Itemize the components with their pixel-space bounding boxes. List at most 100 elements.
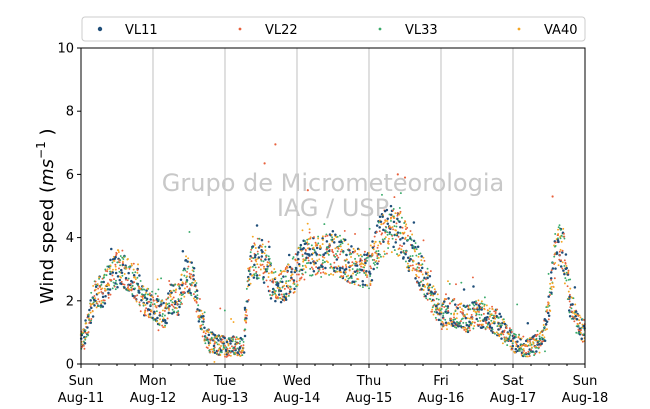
data-point [171,304,174,306]
data-point [431,286,434,289]
data-point [475,300,477,303]
data-point [287,279,290,282]
data-point [478,323,481,326]
data-point [459,306,462,309]
data-point [127,277,130,280]
data-point [255,260,258,263]
data-point [309,236,312,239]
data-point [376,257,379,260]
data-point [179,299,181,302]
data-point [155,310,158,313]
data-point [253,243,256,246]
data-point [111,274,114,277]
data-point [436,293,439,296]
data-point [374,251,377,254]
data-point [412,267,415,270]
data-point [170,290,172,293]
data-point [360,262,363,265]
data-point [297,273,300,276]
data-point [399,225,402,229]
data-point [384,229,387,232]
data-point [388,225,391,228]
data-point [481,323,484,326]
data-point [567,270,570,273]
data-point [166,297,169,300]
data-point [454,318,457,321]
data-point [215,353,218,356]
x-tick-date: Aug-14 [274,391,321,406]
data-point [122,283,124,286]
data-point [440,322,443,326]
data-point [237,338,240,340]
data-point [316,271,319,274]
data-point [323,223,326,226]
data-point [446,311,450,314]
data-point [213,333,217,337]
data-point [120,271,124,275]
data-point [423,276,426,280]
data-point [568,300,571,303]
data-point [574,303,577,306]
data-point [263,265,265,268]
data-point [220,345,222,347]
data-point [197,304,200,307]
data-point [254,247,257,249]
data-point [116,275,120,278]
y-axis-label-exponent: −1 [34,141,48,159]
data-point [353,283,356,286]
data-point [535,350,538,353]
data-point [370,267,373,270]
data-point [354,257,357,260]
data-point [520,337,523,340]
data-point [157,298,160,301]
data-point [326,250,328,253]
data-point [245,317,248,320]
data-point [234,347,237,350]
data-point [336,270,339,273]
data-point [194,299,197,301]
data-point [520,347,522,350]
data-point [546,328,548,331]
data-point [226,350,229,353]
data-point [464,316,468,320]
data-point [500,337,503,340]
data-point [391,237,394,240]
data-point [201,312,204,315]
x-tick-day: Fri [433,374,449,389]
data-point [167,311,171,315]
data-point [426,276,429,280]
data-point [460,324,462,327]
data-point [266,263,269,266]
data-point [161,309,164,312]
data-point [242,351,246,354]
x-tick-date: Aug-15 [346,391,393,406]
data-point [308,231,311,234]
data-point [248,270,251,273]
data-point [538,335,541,338]
legend-box [81,16,586,42]
data-point [301,229,304,232]
data-point [361,286,364,289]
data-point [313,263,316,266]
watermark-line-2: IAG / USP [277,194,389,222]
data-point [418,266,421,269]
data-point [568,293,571,296]
data-point [145,289,148,292]
data-point [489,323,492,326]
data-point [332,241,336,244]
data-point [183,267,186,271]
data-point [348,249,351,252]
data-point [291,278,294,281]
data-point [573,320,576,323]
y-tick-label: 0 [66,358,74,373]
data-point [229,342,232,345]
data-point [528,352,531,355]
data-point [512,339,514,342]
data-point [538,346,540,349]
data-point [325,240,329,243]
data-point [249,272,252,276]
data-point [356,268,359,271]
data-point [262,281,266,284]
data-point [488,315,491,318]
data-point [220,351,223,354]
